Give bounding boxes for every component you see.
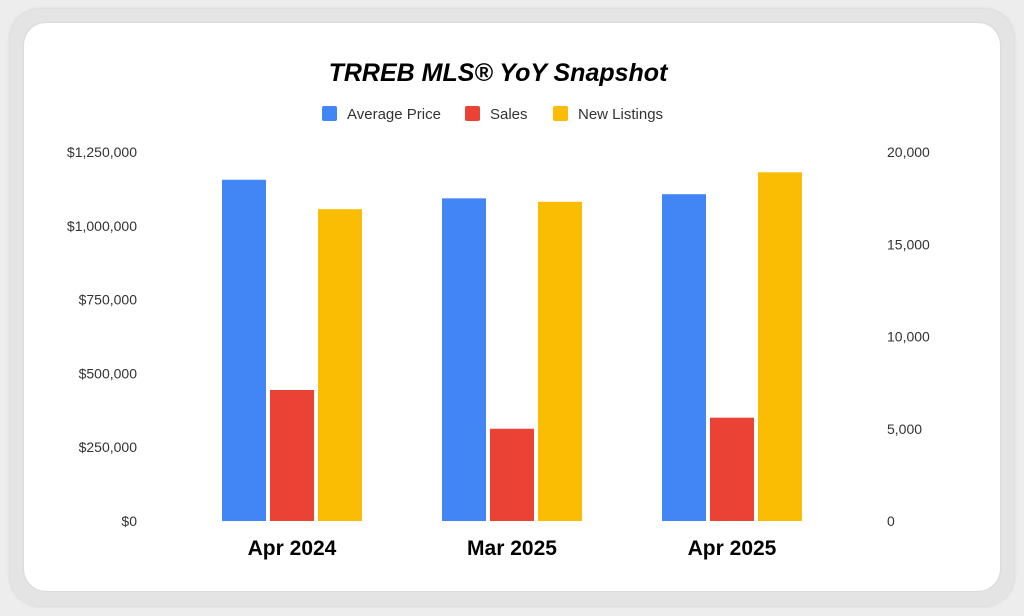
left-tick-label: $250,000 bbox=[79, 439, 138, 455]
category-labels: Apr 2024 Mar 2025 Apr 2025 bbox=[248, 537, 777, 560]
left-tick-label: $500,000 bbox=[79, 365, 138, 381]
category-label: Apr 2025 bbox=[688, 537, 777, 560]
legend-swatch-average-price bbox=[322, 106, 337, 121]
bar-average-price-mar-2025 bbox=[442, 198, 486, 521]
legend-swatch-new-listings bbox=[553, 106, 568, 121]
bar-average-price-apr-2024 bbox=[222, 179, 266, 522]
category-label: Mar 2025 bbox=[467, 537, 557, 560]
bar-sales-mar-2025 bbox=[490, 428, 534, 521]
right-tick-label: 20,000 bbox=[887, 144, 930, 160]
right-axis: 0 5,000 10,000 15,000 20,000 bbox=[887, 144, 930, 529]
bar-average-price-apr-2025 bbox=[662, 194, 706, 521]
left-tick-label: $1,250,000 bbox=[67, 144, 137, 160]
legend-label-sales: Sales bbox=[490, 106, 528, 123]
legend-label-average-price: Average Price bbox=[347, 106, 441, 123]
bars bbox=[222, 172, 802, 522]
left-tick-label: $750,000 bbox=[79, 292, 138, 308]
chart-title: TRREB MLS® YoY Snapshot bbox=[329, 59, 669, 87]
bar-sales-apr-2024 bbox=[270, 390, 314, 521]
right-tick-label: 15,000 bbox=[887, 236, 930, 252]
category-label: Apr 2024 bbox=[248, 537, 337, 560]
bar-new-listings-apr-2024 bbox=[318, 209, 362, 521]
left-tick-label: $1,000,000 bbox=[67, 218, 137, 234]
bar-new-listings-mar-2025 bbox=[538, 201, 582, 521]
left-tick-label: $0 bbox=[121, 513, 137, 529]
legend-label-new-listings: New Listings bbox=[578, 106, 663, 123]
left-axis: $0 $250,000 $500,000 $750,000 $1,000,000 $1,2… bbox=[67, 144, 137, 529]
right-tick-label: 10,000 bbox=[887, 329, 930, 345]
right-tick-label: 5,000 bbox=[887, 421, 922, 437]
bar-new-listings-apr-2025 bbox=[758, 172, 802, 522]
right-tick-label: 0 bbox=[887, 513, 895, 529]
bar-sales-apr-2025 bbox=[710, 417, 754, 521]
legend-swatch-sales bbox=[465, 106, 480, 121]
legend: Average Price Sales New Listings bbox=[322, 106, 663, 123]
